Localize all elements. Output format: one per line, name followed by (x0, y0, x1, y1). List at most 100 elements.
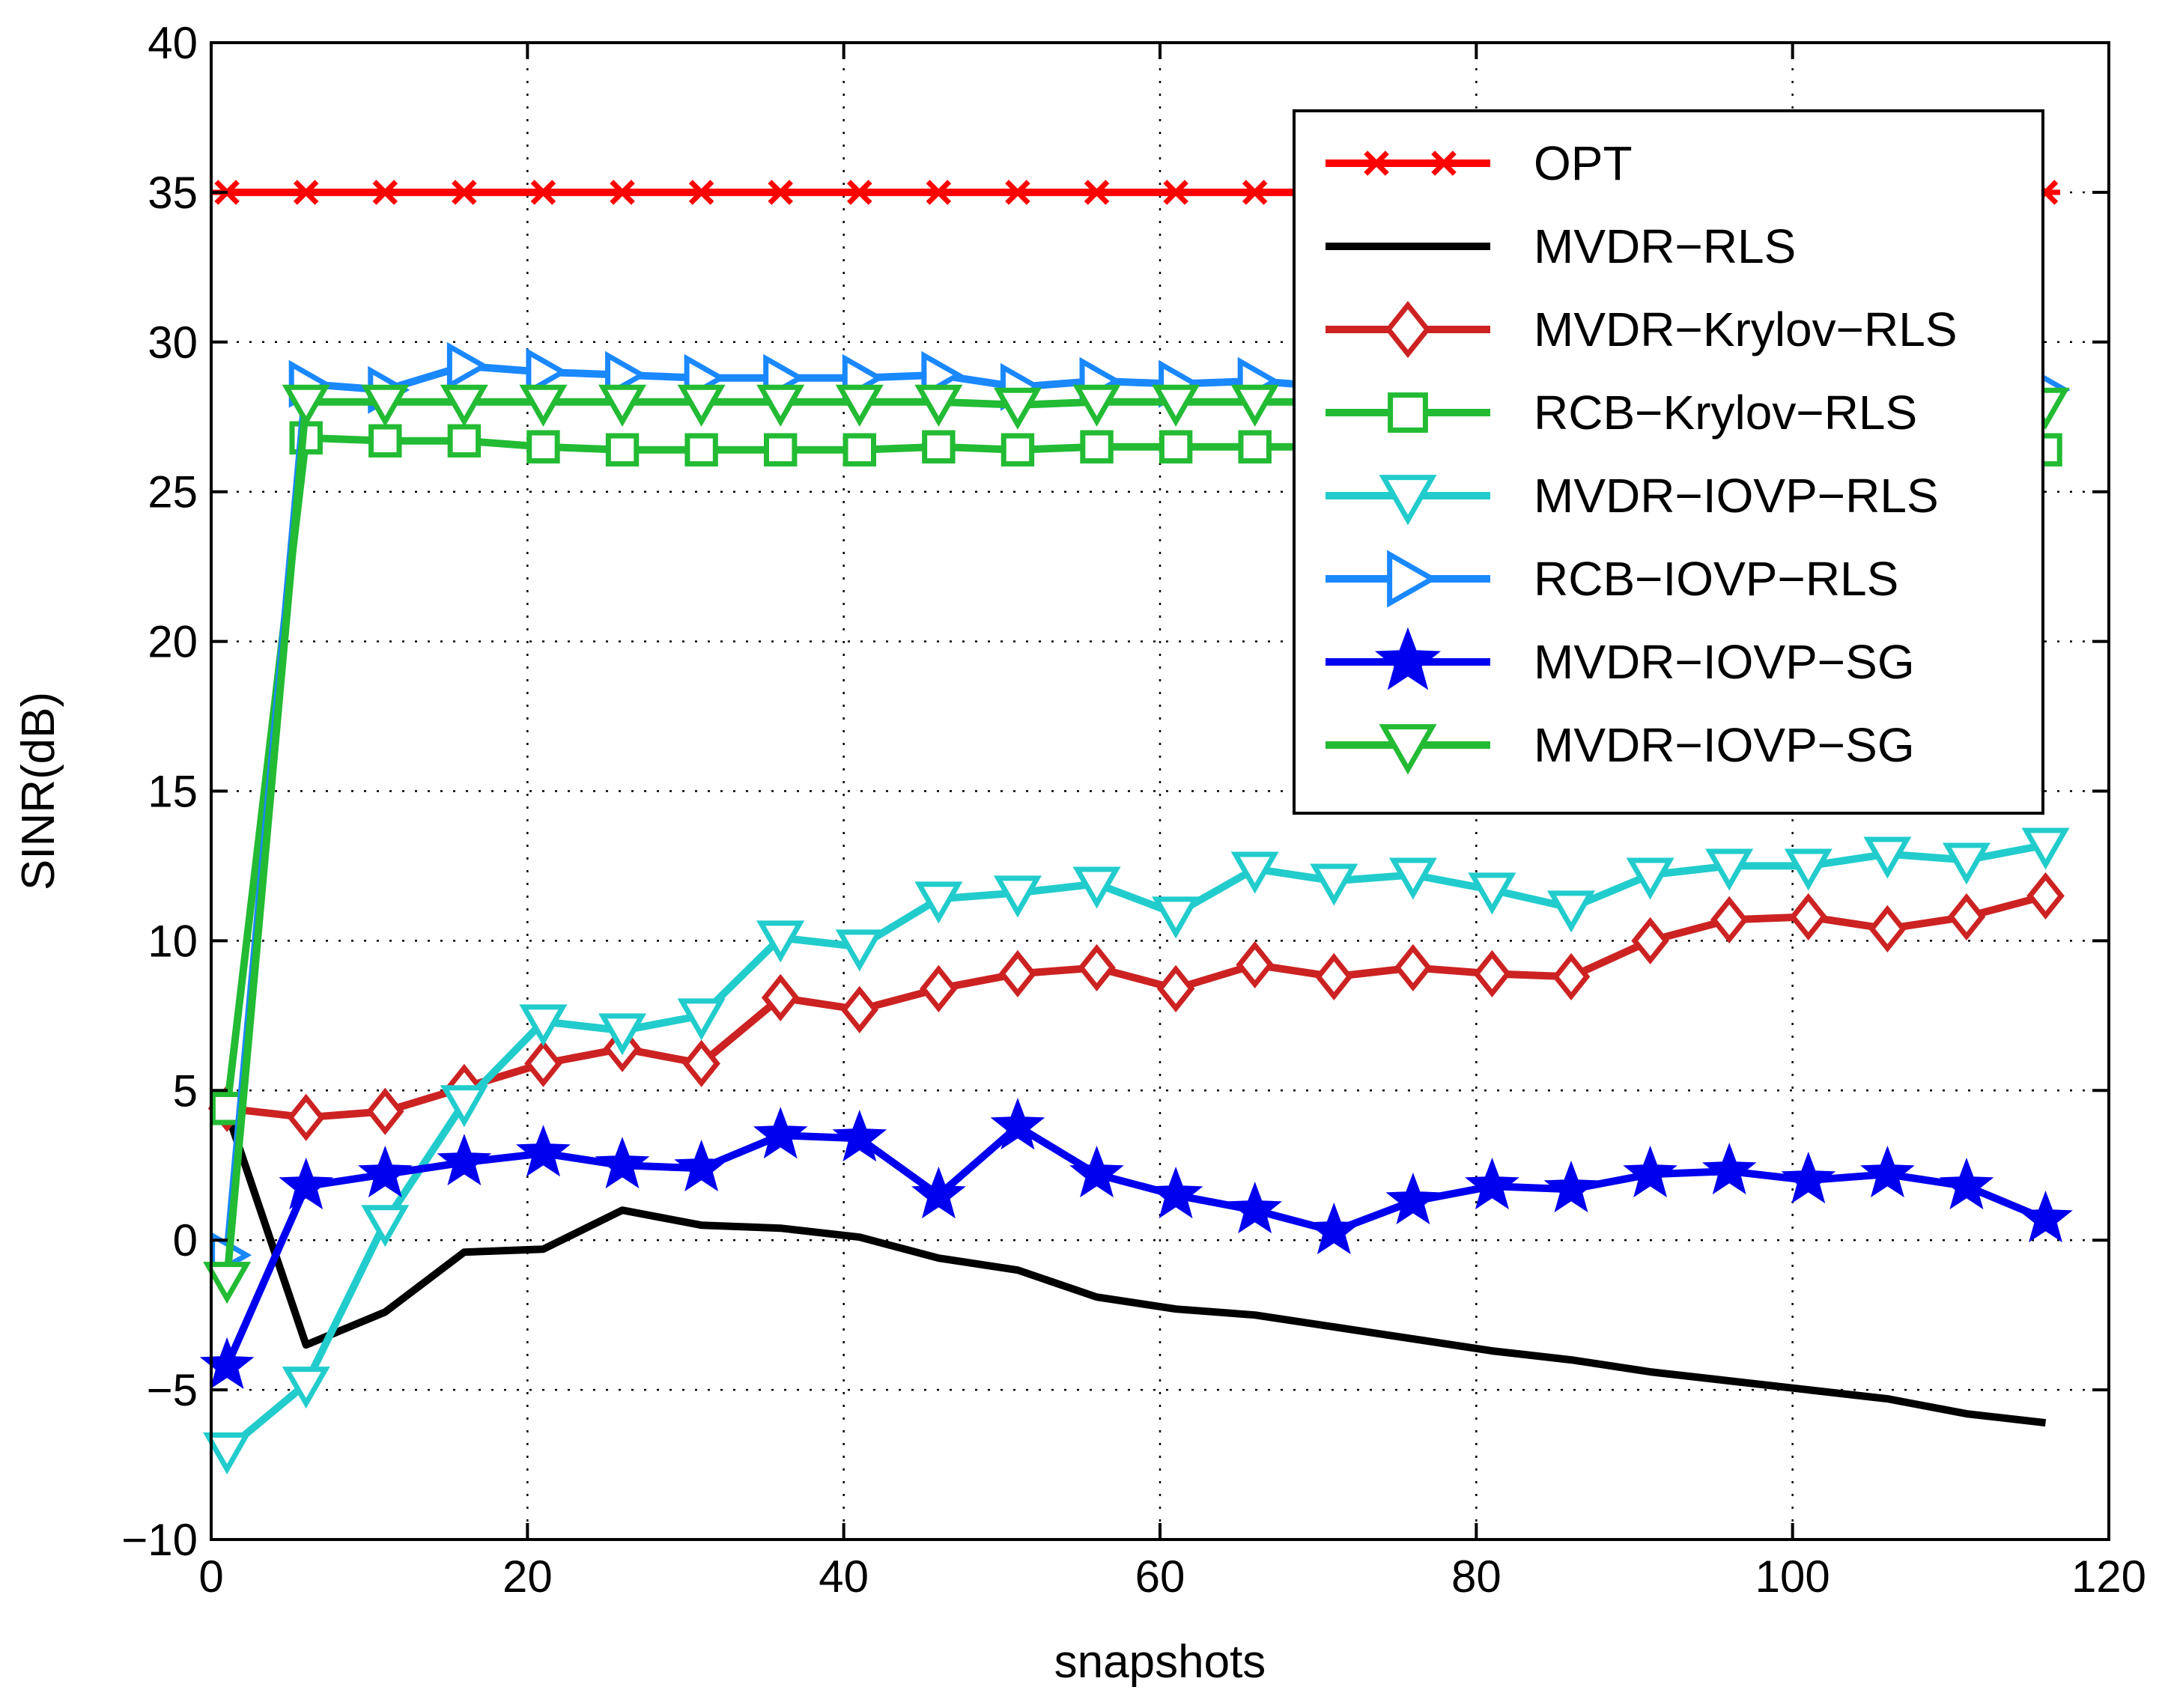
legend-label: MVDR−IOVP−RLS (1534, 469, 1939, 523)
data-point (361, 1205, 410, 1247)
legend-entry: MVDR−IOVP−RLS (1326, 469, 1939, 526)
data-point (279, 1157, 334, 1210)
data-point (1227, 1181, 1283, 1234)
data-point (1240, 180, 1270, 205)
data-point (519, 384, 568, 427)
y-tick-label: 35 (148, 168, 198, 218)
data-point (1552, 952, 1591, 1000)
y-tick-label: 40 (148, 18, 198, 68)
data-point (1701, 1142, 1757, 1195)
legend-entry: RCB−IOVP−RLS (1326, 550, 1898, 608)
data-point (998, 949, 1037, 997)
data-point (1860, 1145, 1915, 1198)
data-point (763, 433, 798, 466)
data-point (674, 1139, 729, 1192)
data-point (1310, 863, 1358, 906)
y-tick-label: −5 (147, 1365, 198, 1415)
data-point (370, 180, 400, 205)
data-point (1236, 940, 1274, 988)
data-point (835, 384, 884, 427)
data-point (1306, 1202, 1361, 1255)
legend: OPT MVDR−RLS MVDR−Krylov−RLS RCB−Krylov−RLS… (1293, 109, 2044, 815)
data-point (1374, 627, 1442, 690)
data-point (203, 1432, 252, 1475)
data-point (1072, 384, 1121, 427)
data-point (282, 1367, 330, 1409)
data-point (1385, 300, 1431, 359)
data-point (1230, 851, 1279, 894)
data-point (993, 387, 1042, 430)
data-point (437, 1134, 492, 1186)
x-tick-label: 120 (2071, 1552, 2146, 1602)
data-point (1947, 893, 1986, 941)
legend-label: MVDR−Krylov−RLS (1534, 303, 1958, 356)
legend-entry: MVDR−Krylov−RLS (1326, 300, 1958, 359)
data-point (1705, 848, 1754, 891)
data-point (1159, 430, 1193, 464)
y-tick-label: 30 (148, 317, 198, 368)
data-point (1394, 943, 1433, 991)
data-point (598, 1013, 647, 1056)
data-point (1152, 896, 1200, 939)
data-point (920, 964, 958, 1012)
data-point (1626, 857, 1674, 900)
data-point (923, 180, 953, 205)
data-point (1388, 857, 1437, 900)
data-point (1387, 550, 1438, 608)
data-point (677, 384, 726, 427)
x-tick-label: 60 (1135, 1552, 1185, 1602)
data-point (1388, 392, 1428, 433)
data-point (446, 341, 489, 390)
data-point (2026, 872, 2065, 920)
data-point (756, 920, 805, 963)
data-point (199, 1337, 255, 1390)
data-point (1942, 842, 1991, 885)
legend-entry: OPT (1326, 136, 1633, 190)
data-point (1631, 917, 1669, 965)
x-tick-label: 0 (198, 1552, 223, 1602)
legend-label: OPT (1534, 136, 1633, 190)
legend-label: RCB−IOVP−RLS (1534, 552, 1898, 606)
data-point (1078, 943, 1116, 991)
data-point (1623, 1145, 1677, 1198)
x-tick-label: 20 (502, 1552, 553, 1602)
legend-entry: RCB−Krylov−RLS (1326, 386, 1917, 440)
data-point (1361, 151, 1391, 176)
data-point (528, 180, 558, 205)
y-tick-label: 0 (173, 1215, 198, 1265)
x-tick-label: 80 (1451, 1552, 1501, 1602)
y-tick-label: 20 (148, 617, 198, 667)
legend-label: MVDR−IOVP−SG (1534, 718, 1915, 772)
data-point (291, 180, 321, 205)
y-tick-label: −10 (121, 1515, 198, 1565)
data-point (357, 1145, 413, 1198)
data-point (840, 985, 879, 1033)
data-point (1710, 896, 1749, 944)
x-tick-label: 100 (1755, 1552, 1830, 1602)
data-point (203, 1262, 252, 1304)
data-point (1385, 1172, 1441, 1225)
data-point (1072, 866, 1121, 909)
data-point (1939, 1157, 1994, 1210)
data-point (1069, 1145, 1124, 1198)
series-6 (199, 1098, 2073, 1390)
data-point (1429, 151, 1459, 176)
data-point (1543, 1160, 1599, 1213)
data-point (1379, 724, 1437, 775)
data-point (282, 384, 330, 427)
data-point (1468, 872, 1516, 915)
y-tick-label: 15 (148, 767, 198, 817)
data-point (605, 433, 640, 466)
data-point (922, 430, 956, 464)
data-point (1789, 893, 1828, 941)
data-point (2018, 1190, 2073, 1243)
data-point (1547, 890, 1596, 933)
data-point (440, 1085, 488, 1128)
data-point (761, 973, 800, 1021)
legend-entry: MVDR−IOVP−SG (1326, 627, 1915, 690)
series-line (223, 1110, 2047, 1427)
data-point (1161, 180, 1191, 205)
data-point (1379, 475, 1437, 526)
data-point (682, 1039, 720, 1087)
